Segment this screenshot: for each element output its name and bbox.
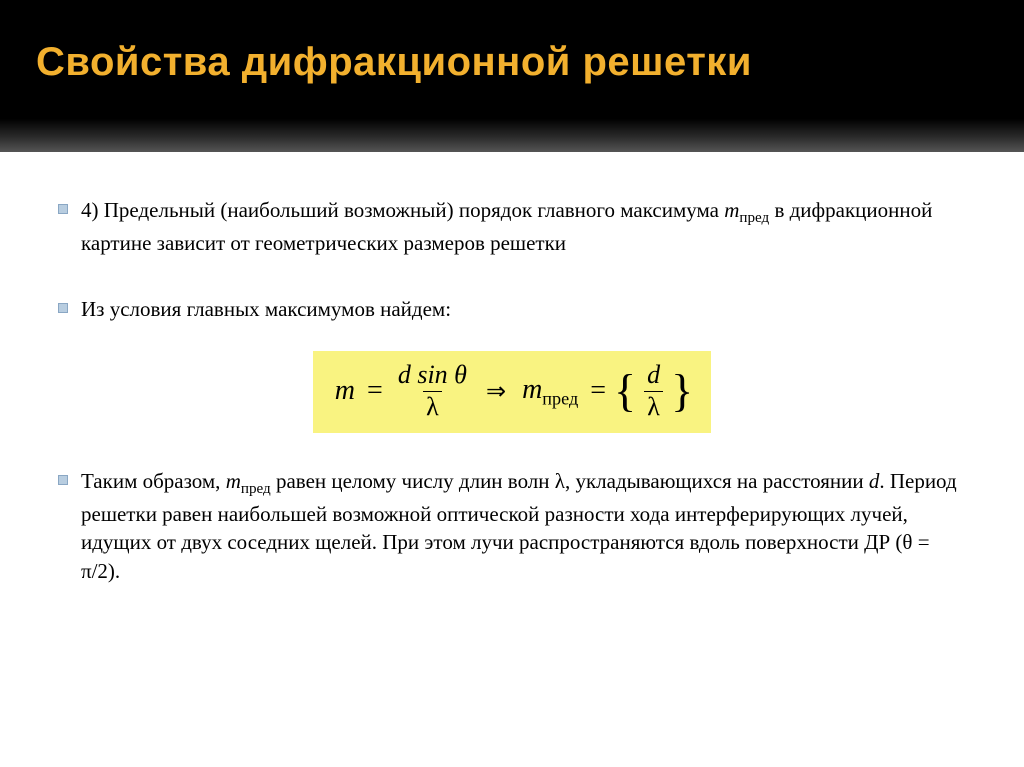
rhs-m-sub: пред [542,388,578,408]
formula-m: m [335,375,355,407]
brace-right-icon: } [671,373,693,410]
formula-eq2: = [590,375,606,407]
brace-left-icon: { [614,373,636,410]
b3-p1: Таким образом, [81,469,226,493]
bullet-text-2: Из условия главных максимумов найдем: [81,295,966,323]
b3-sub: пред [241,482,271,498]
bullet-marker-icon [58,303,68,313]
implies-icon: ⇒ [486,377,506,406]
b3-var: m [226,469,241,493]
b1-prefix: 4) Предельный (наибольший возможный) пор… [81,198,724,222]
bullet-marker-icon [58,475,68,485]
formula-eq1: = [367,375,383,407]
bullet-item-2: Из условия главных максимумов найдем: [58,295,966,323]
bullet-item-1: 4) Предельный (наибольший возможный) пор… [58,196,966,257]
bullet-item-3: Таким образом, mпред равен целому числу … [58,467,966,585]
slide-content: 4) Предельный (наибольший возможный) пор… [0,152,1024,585]
slide-title: Свойства дифракционной решетки [36,40,1024,85]
frac1-num-text: d sin θ [398,360,467,389]
formula-frac1: d sin θ λ [395,361,470,421]
bullet-marker-icon [58,204,68,214]
b3-d: d [869,469,880,493]
formula-box: m = d sin θ λ ⇒ mпред = { d λ } [313,351,711,433]
b1-var: m [724,198,739,222]
b1-sub: пред [739,210,769,226]
frac1-den: λ [423,391,442,422]
bullet-text-1: 4) Предельный (наибольший возможный) пор… [81,196,966,257]
b3-p2: равен целому числу длин волн λ, укладыва… [271,469,869,493]
bullet-text-3: Таким образом, mпред равен целому числу … [81,467,966,585]
formula-container: m = d sin θ λ ⇒ mпред = { d λ } [58,351,966,433]
formula-rhs-m: mпред [522,374,578,410]
slide-header: Свойства дифракционной решетки [0,0,1024,152]
formula-frac2: d λ [644,361,663,421]
frac2-den: λ [644,391,663,422]
frac1-num: d sin θ [395,361,470,391]
frac2-num: d [644,361,663,391]
rhs-m-text: m [522,374,542,405]
